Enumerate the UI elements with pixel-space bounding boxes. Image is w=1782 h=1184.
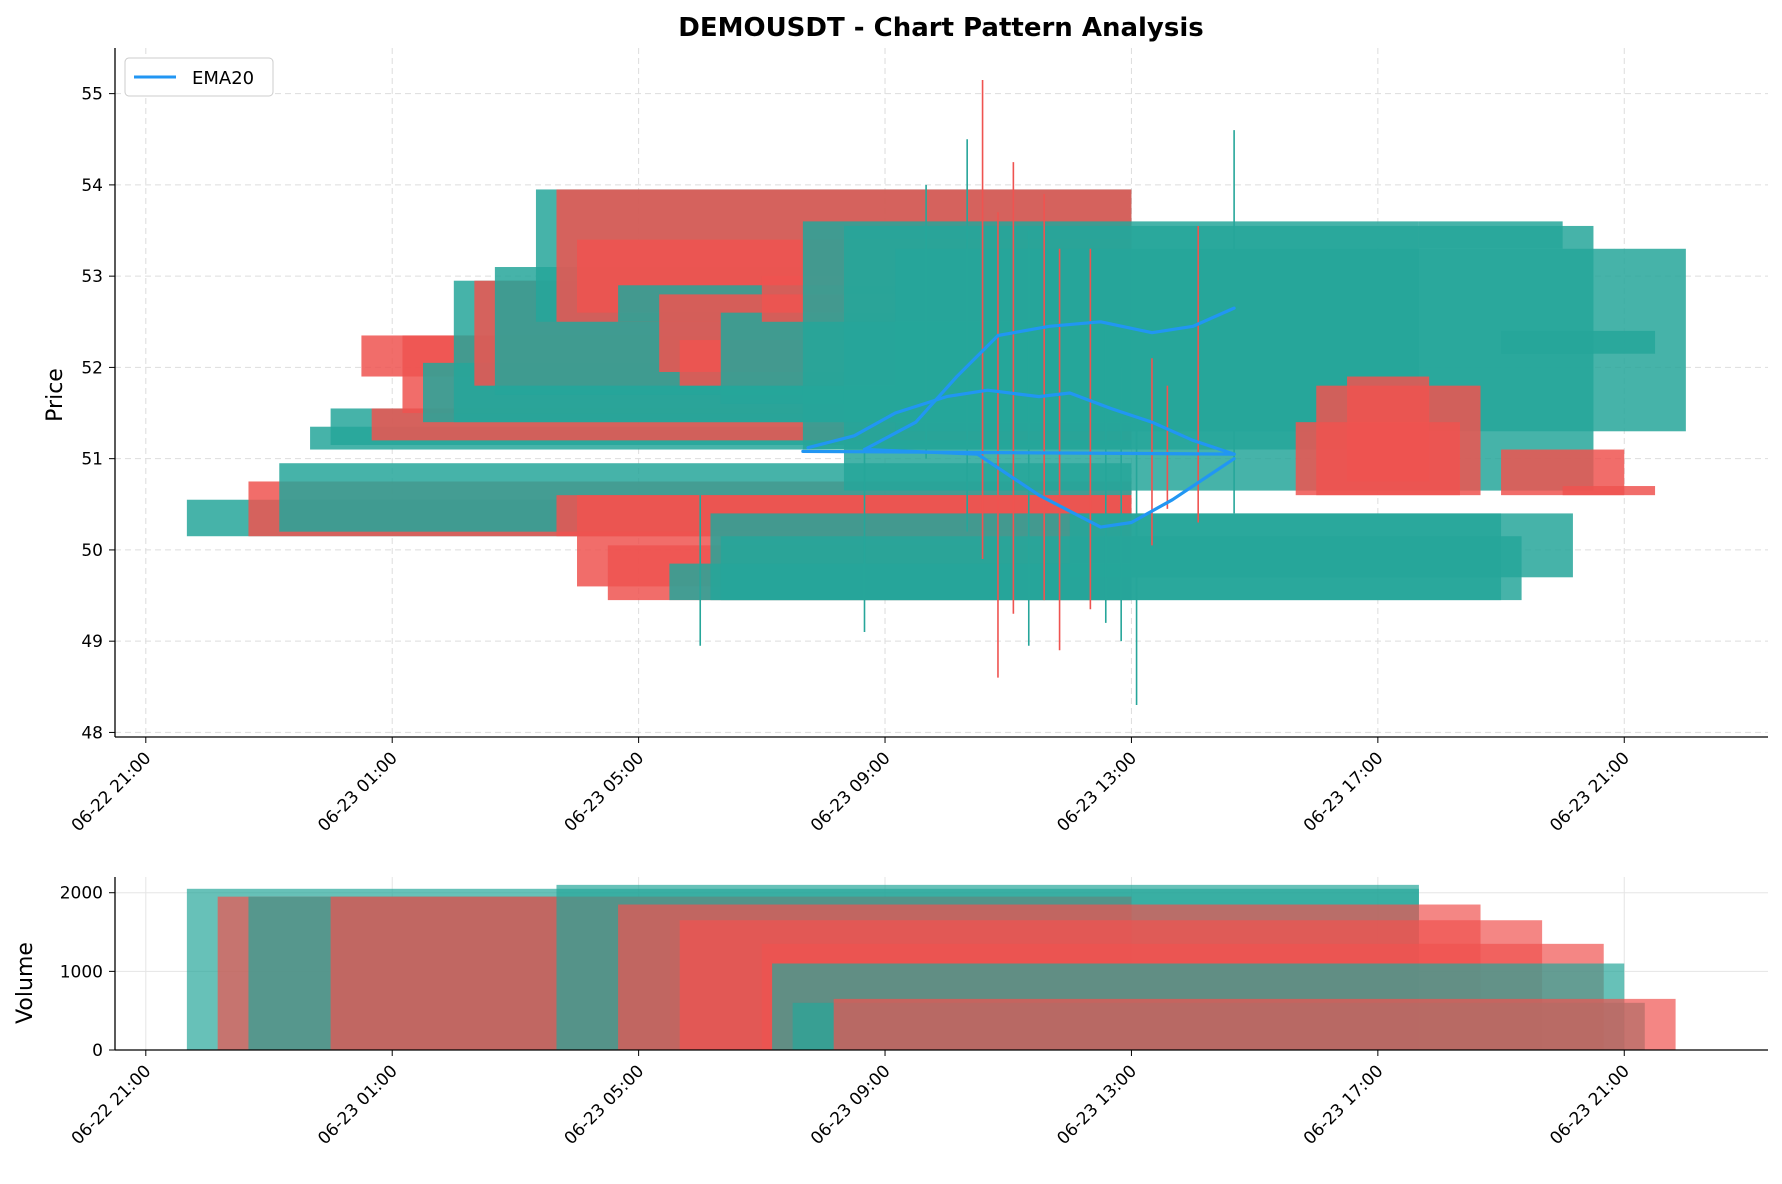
price-x-tick-label: 06-23 09:00 [807,748,895,836]
legend-ema20-label: EMA20 [192,68,254,89]
candle-body-up [1418,221,1563,249]
legend-box [124,57,274,97]
price-y-tick-label: 54 [81,176,103,196]
volume-x-tick-label: 06-22 21:00 [68,1061,156,1149]
volume-axis-label: Volume [13,942,38,1024]
price-x-tick-label: 06-23 21:00 [1546,748,1634,836]
price-y-tick-label: 48 [81,723,103,743]
volume-panel: 0 1000 2000 06-22 21:00 06-23 01:00 06-23 05:… [60,877,1768,1149]
candle-body-down [1347,376,1430,482]
ema20-line [806,388,1236,456]
candle-body-up [1069,513,1573,578]
volume-x-tick-label: 06-23 21:00 [1546,1061,1634,1149]
legend: EMA20 [124,57,274,97]
price-axis-label: Price [43,368,68,422]
price-y-tick-label: 52 [81,358,103,378]
price-y-tick-label: 49 [81,632,103,652]
volume-x-tick-label: 06-23 01:00 [314,1061,402,1149]
price-y-tick-label: 50 [81,541,103,561]
ema20-line [862,447,1236,529]
candle-body-down [1562,486,1656,496]
volume-x-tick-label: 06-23 05:00 [561,1061,649,1149]
price-y-tick-label: 55 [81,85,103,105]
price-x-tick-label: 06-23 17:00 [1300,748,1388,836]
volume-x-tick-label: 06-23 09:00 [807,1061,895,1149]
price-x-tick-label: 06-22 21:00 [68,748,156,836]
volume-bar-down [833,998,1676,1050]
candle-body-up [1501,330,1656,354]
ema20-line [862,306,1236,452]
ema20-line [801,449,1236,456]
price-y-tick-label: 53 [81,267,103,287]
price-x-tick-label: 06-23 05:00 [561,748,649,836]
price-y-tick-label: 51 [81,450,103,470]
price-panel: 48 49 50 51 52 53 54 55 06-22 21:00 06-23 01:00 06… [68,48,1768,836]
price-x-tick-label: 06-23 13:00 [1053,748,1141,836]
chart-title: DEMOUSDT - Chart Pattern Analysis [678,13,1203,43]
price-x-tick-label: 06-23 01:00 [314,748,402,836]
volume-x-tick-label: 06-23 13:00 [1053,1061,1141,1149]
volume-y-tick-label: 0 [92,1041,103,1061]
volume-x-tick-label: 06-23 17:00 [1300,1061,1388,1149]
volume-y-tick-label: 1000 [60,962,103,982]
volume-y-tick-label: 2000 [60,884,103,904]
